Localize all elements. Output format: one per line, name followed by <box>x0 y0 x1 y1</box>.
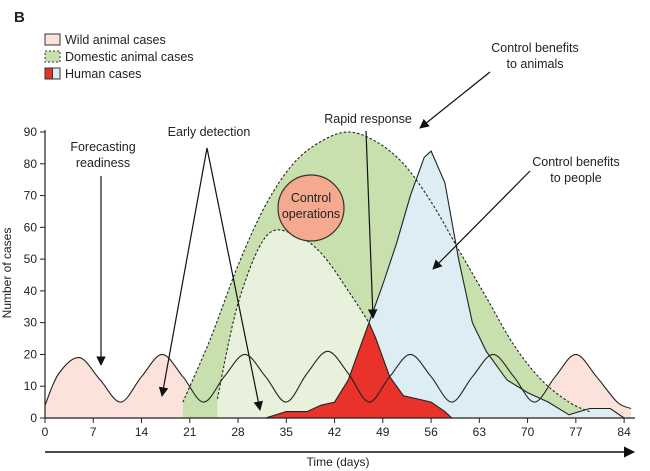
y-tick-label: 60 <box>24 220 38 234</box>
y-tick-label: 0 <box>30 411 37 425</box>
y-tick-label: 70 <box>24 189 38 203</box>
x-tick-label: 70 <box>521 425 535 439</box>
legend-swatch-wild <box>44 33 61 46</box>
series-line-human-rapid-response <box>265 321 453 419</box>
y-tick-label: 20 <box>24 347 38 361</box>
legend-swatch-human-red <box>44 67 53 80</box>
annotation-control-benefits-people: Control benefits to people <box>532 155 620 185</box>
plot-area <box>44 131 632 419</box>
x-tick-label: 21 <box>183 425 197 439</box>
x-tick-label: 14 <box>135 425 149 439</box>
control-operations-circle <box>277 174 345 242</box>
y-tick-label: 10 <box>24 379 38 393</box>
annotation-early-detection: Early detection <box>168 125 251 139</box>
legend-swatch-human-blue <box>52 67 61 80</box>
annotation-control-benefits-animals: Control benefits to animals <box>491 41 579 71</box>
axes: 0 10 20 30 40 50 60 70 80 90 0 7 14 21 28 35 42 49 56 63 70 7… <box>24 125 636 458</box>
annotations: Forecasting readiness Early detection Contr… <box>70 41 620 411</box>
legend-label-wild: Wild animal cases <box>65 33 166 47</box>
panel-label: B <box>14 9 25 26</box>
series-line-domestic-animal <box>182 131 590 413</box>
y-tick-label: 90 <box>24 125 38 139</box>
x-axis-title: Time (days) <box>307 455 370 469</box>
x-tick-label: 56 <box>424 425 438 439</box>
arrow-rapid-response <box>365 130 378 319</box>
arrow-early-detection-left <box>158 147 208 397</box>
legend: Wild animal cases Domestic animal cases … <box>44 33 194 81</box>
y-tick-label: 40 <box>24 284 38 298</box>
y-tick-label: 30 <box>24 316 38 330</box>
x-tick-label: 84 <box>617 425 631 439</box>
x-tick-label: 35 <box>280 425 294 439</box>
legend-swatch-domestic <box>44 50 61 63</box>
y-tick-label: 50 <box>24 252 38 266</box>
series-line-human-uncontrolled <box>368 150 625 419</box>
series-area-human-rapid-response <box>265 322 452 418</box>
arrow-early-detection-right <box>206 147 263 411</box>
x-tick-label: 28 <box>231 425 245 439</box>
arrow-control-benefits-people <box>432 170 531 270</box>
y-tick-label: 80 <box>24 157 38 171</box>
annotation-control-operations: Control operations <box>282 191 340 221</box>
x-tick-label: 77 <box>569 425 583 439</box>
series-area-domestic-controlled <box>217 229 369 418</box>
annotation-forecasting-readiness: Forecasting readiness <box>70 140 135 170</box>
x-tick-label: 7 <box>90 425 97 439</box>
annotation-rapid-response: Rapid response <box>324 112 412 126</box>
x-tick-label: 63 <box>473 425 487 439</box>
x-tick-label: 42 <box>328 425 342 439</box>
x-tick-label: 49 <box>376 425 390 439</box>
arrow-control-benefits-animals <box>419 71 491 129</box>
y-axis-title: Number of cases <box>0 228 14 319</box>
series-area-human-uncontrolled <box>369 151 625 418</box>
x-tick-label: 0 <box>42 425 49 439</box>
legend-label-domestic: Domestic animal cases <box>65 50 194 64</box>
legend-label-human: Human cases <box>65 67 141 81</box>
series-line-wild-animal <box>44 350 632 410</box>
